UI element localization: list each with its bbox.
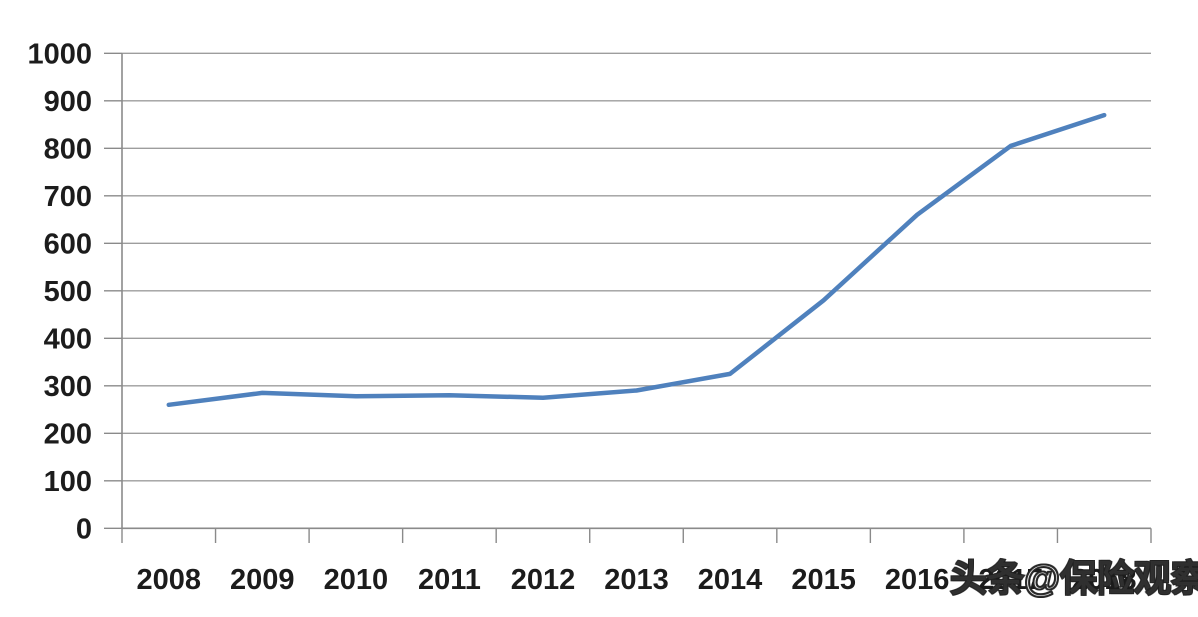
x-axis-label: 2016: [885, 564, 950, 596]
x-axis-label: 2017: [978, 564, 1043, 596]
y-axis-label: 200: [44, 418, 92, 450]
y-axis-label: 900: [44, 86, 92, 118]
x-axis-label: 2014: [698, 564, 763, 596]
x-axis-label: 2018: [1072, 564, 1137, 596]
x-axis-label: 2009: [230, 564, 295, 596]
x-axis-label: 2015: [791, 564, 856, 596]
y-axis-label: 300: [44, 371, 92, 403]
y-axis-label: 700: [44, 181, 92, 213]
y-axis-label: 0: [76, 513, 92, 545]
x-axis-label: 2010: [324, 564, 389, 596]
x-axis-label: 2012: [511, 564, 576, 596]
watermark-text: 头条@保险观察: [949, 558, 1198, 599]
y-axis-label: 100: [44, 466, 92, 498]
y-axis-label: 1000: [27, 38, 92, 70]
x-axis-label: 2011: [418, 564, 481, 596]
y-axis-label: 500: [44, 276, 92, 308]
x-axis-label: 2008: [137, 564, 202, 596]
y-axis-label: 800: [44, 133, 92, 165]
y-axis-label: 400: [44, 323, 92, 355]
data-series-line: [166, 112, 1107, 408]
x-axis-label: 2013: [604, 564, 669, 596]
y-axis-label: 600: [44, 228, 92, 260]
